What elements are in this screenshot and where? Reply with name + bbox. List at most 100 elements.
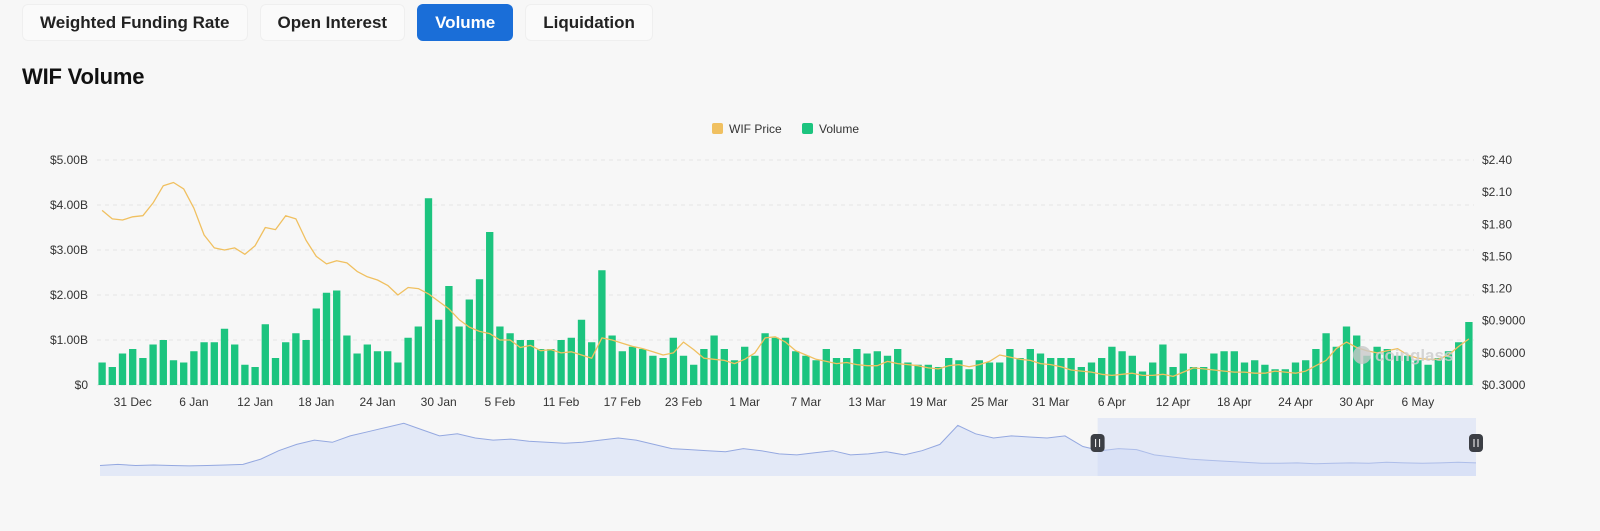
volume-bar <box>985 362 994 385</box>
volume-bar <box>312 308 320 385</box>
x-axis-tick-label: 30 Jan <box>421 395 457 409</box>
x-axis-tick-label: 12 Jan <box>237 395 273 409</box>
x-axis-tick-label: 30 Apr <box>1339 395 1374 409</box>
volume-bar <box>557 340 565 385</box>
volume-bar <box>1230 351 1238 385</box>
x-axis-tick-label: 24 Apr <box>1278 395 1313 409</box>
volume-bar <box>414 326 422 385</box>
volume-bar <box>1210 353 1218 385</box>
x-axis-tick-label: 13 Mar <box>848 395 885 409</box>
x-axis-tick-label: 6 Jan <box>179 395 208 409</box>
volume-bar <box>792 351 800 385</box>
volume-bar <box>231 344 239 385</box>
volume-bar <box>1098 358 1106 385</box>
volume-bar <box>1179 353 1187 385</box>
volume-bar <box>1057 358 1065 385</box>
volume-bar <box>516 340 524 385</box>
navigator-handle-right[interactable] <box>1469 434 1483 452</box>
volume-bar <box>455 326 463 385</box>
left-axis-tick-label: $4.00B <box>50 198 88 212</box>
legend-label-volume: Volume <box>819 122 859 136</box>
volume-bar <box>1006 349 1014 385</box>
volume-bar <box>883 355 892 385</box>
x-axis-tick-label: 12 Apr <box>1156 395 1191 409</box>
volume-bar <box>914 364 922 385</box>
volume-bar <box>812 360 820 385</box>
volume-bar <box>1026 349 1034 385</box>
volume-bar <box>118 353 127 385</box>
volume-bar <box>241 364 249 385</box>
right-axis-tick-label: $2.40 <box>1482 153 1512 167</box>
volume-bar <box>965 369 973 385</box>
volume-bar <box>108 367 116 385</box>
volume-bar <box>1240 362 1249 385</box>
volume-bar <box>302 340 310 385</box>
volume-bar <box>1138 371 1147 385</box>
volume-bar <box>465 299 473 385</box>
volume-bar <box>139 358 147 385</box>
volume-bar <box>343 335 351 385</box>
x-axis-tick-label: 6 May <box>1402 395 1435 409</box>
volume-bar <box>353 353 361 385</box>
volume-bar <box>1393 355 1402 385</box>
left-axis-tick-label: $0 <box>75 378 89 392</box>
volume-bar <box>506 333 514 385</box>
volume-bar <box>384 351 392 385</box>
volume-bar <box>149 344 157 385</box>
volume-bar <box>955 360 963 385</box>
volume-bar <box>1200 367 1208 385</box>
volume-bar <box>1261 364 1269 385</box>
volume-bar <box>180 362 188 385</box>
volume-bar <box>1108 346 1116 385</box>
volume-bar <box>1455 342 1463 385</box>
x-axis-tick-label: 5 Feb <box>485 395 516 409</box>
x-axis-tick-label: 18 Jan <box>298 395 334 409</box>
volume-bar <box>333 290 341 385</box>
navigator-selection <box>1097 418 1476 476</box>
x-axis-tick-label: 11 Feb <box>543 395 580 409</box>
volume-bar <box>1189 367 1198 385</box>
volume-bar <box>669 337 677 385</box>
volume-bar <box>1434 358 1442 385</box>
legend-swatch-price <box>712 123 723 134</box>
volume-bar <box>394 362 402 385</box>
volume-bar <box>608 335 616 385</box>
volume-bar <box>577 319 586 385</box>
volume-bar <box>751 355 759 385</box>
volume-bar <box>720 349 728 385</box>
tab-weighted-funding-rate[interactable]: Weighted Funding Rate <box>22 4 248 41</box>
volume-bar <box>894 349 902 385</box>
tab-volume[interactable]: Volume <box>417 4 514 41</box>
volume-bar <box>129 349 137 385</box>
volume-bar <box>1302 360 1310 385</box>
volume-bar <box>1159 344 1167 385</box>
navigator-handle-left[interactable] <box>1090 434 1105 452</box>
volume-bar <box>628 346 637 385</box>
volume-bar <box>292 333 300 385</box>
volume-bar <box>598 270 606 385</box>
watermark-text: coinglass <box>1375 346 1453 365</box>
x-axis-tick-label: 6 Apr <box>1098 395 1126 409</box>
volume-bar <box>271 358 280 385</box>
volume-bar <box>1465 322 1473 385</box>
volume-bar <box>435 319 443 385</box>
tab-liquidation[interactable]: Liquidation <box>525 4 653 41</box>
volume-bar <box>322 292 331 385</box>
tab-open-interest[interactable]: Open Interest <box>259 4 406 41</box>
x-axis-tick-label: 31 Mar <box>1032 395 1069 409</box>
volume-bar <box>618 351 626 385</box>
volume-bar <box>843 358 851 385</box>
volume-bar <box>1332 346 1340 385</box>
volume-bar <box>1016 358 1024 385</box>
volume-bar <box>1036 353 1045 385</box>
left-axis-tick-label: $2.00B <box>50 288 88 302</box>
legend-swatch-volume <box>802 123 813 134</box>
x-axis-tick-label: 25 Mar <box>971 395 1008 409</box>
volume-bar <box>537 349 545 385</box>
volume-bar <box>904 362 912 385</box>
x-axis-tick-label: 23 Feb <box>665 395 703 409</box>
volume-bar <box>832 358 841 385</box>
legend-label-price: WIF Price <box>729 122 782 136</box>
volume-bar <box>649 355 657 385</box>
